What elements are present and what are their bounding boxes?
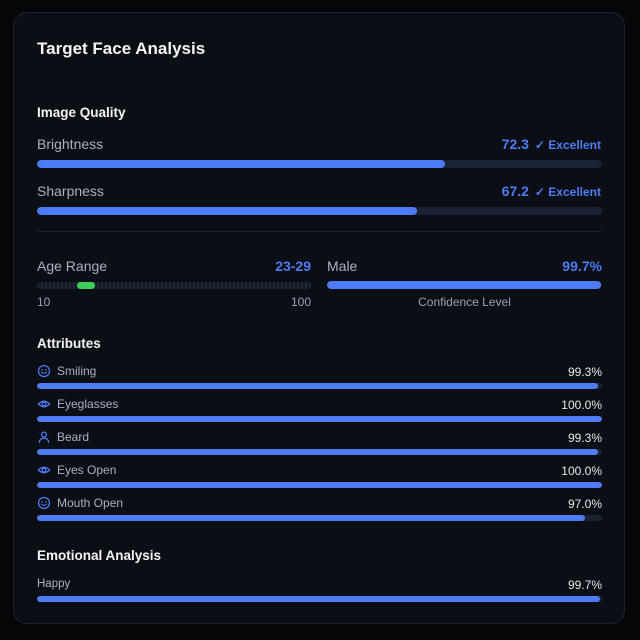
attribute-name: Beard [57, 430, 90, 444]
attributes-heading: Attributes [37, 336, 101, 351]
gender-confidence-value: 99.7% [562, 258, 602, 274]
brightness-bar [37, 160, 602, 168]
emotional-analysis-heading: Emotional Analysis [37, 548, 162, 563]
age-range-value: 23-29 [275, 258, 311, 274]
user-icon [38, 431, 50, 444]
attribute-bar [37, 383, 602, 389]
attribute-label: Smiling [37, 364, 602, 378]
attribute-label: Eyeglasses [37, 397, 602, 411]
sharpness-bar-fill [37, 207, 417, 215]
sharpness-bar [37, 207, 602, 215]
emotion-bar [37, 596, 602, 602]
attribute-row-eyes-open: Eyes Open 100.0% [37, 463, 602, 488]
attribute-label: Beard [37, 430, 602, 444]
attribute-value: 100.0% [561, 398, 602, 412]
attribute-name: Eyeglasses [57, 397, 119, 411]
sharpness-status-badge: ✓ Excellent [534, 185, 601, 199]
attribute-value: 100.0% [561, 464, 602, 478]
image-quality-heading: Image Quality [37, 105, 126, 120]
brightness-status-badge: ✓ Excellent [534, 138, 601, 152]
attribute-name: Smiling [57, 364, 97, 378]
attribute-bar-fill [37, 515, 586, 521]
attribute-label: Eyes Open [37, 463, 602, 477]
smile-icon [37, 496, 51, 510]
attribute-value: 97.0% [567, 497, 602, 511]
card-title: Target Face Analysis [37, 39, 206, 58]
attribute-row-eyeglasses: Eyeglasses 100.0% [37, 397, 602, 422]
attribute-bar-fill [37, 449, 599, 455]
age-range-track [37, 282, 311, 289]
attribute-bar [37, 416, 602, 422]
eye-icon [37, 466, 51, 474]
attribute-label: Mouth Open [37, 496, 602, 510]
attribute-value: 99.3% [567, 365, 602, 379]
attribute-bar [37, 515, 602, 521]
brightness-label: Brightness [37, 136, 104, 152]
attribute-name: Eyes Open [57, 463, 117, 477]
attribute-row-smiling: Smiling 99.3% [37, 364, 602, 389]
attribute-name: Mouth Open [57, 496, 124, 510]
attribute-bar-fill [37, 416, 602, 422]
age-range-marker [76, 282, 95, 289]
analysis-card: Target Face Analysis Image Quality Brigh… [13, 12, 625, 624]
brightness-readout: 72.3 ✓ Excellent [502, 136, 601, 152]
emotion-bar-fill [37, 596, 601, 602]
brightness-value: 72.3 [501, 136, 529, 152]
gender-label: Male [327, 258, 358, 274]
section-divider [37, 231, 602, 232]
sharpness-label: Sharpness [37, 183, 104, 199]
eye-icon [37, 400, 51, 408]
gender-confidence-bar [327, 281, 602, 289]
sharpness-readout: 67.2 ✓ Excellent [502, 183, 601, 199]
age-min-label: 10 [37, 295, 51, 309]
attribute-value: 99.3% [567, 431, 602, 445]
confidence-level-caption: Confidence Level [418, 295, 511, 309]
emotion-value: 99.7% [567, 578, 602, 592]
attribute-bar [37, 482, 602, 488]
age-max-label: 100 [290, 295, 311, 309]
attribute-bar-fill [37, 383, 599, 389]
attribute-bar [37, 449, 602, 455]
gender-confidence-bar-fill [327, 281, 602, 289]
age-range-label: Age Range [37, 258, 108, 274]
attribute-row-beard: Beard 99.3% [37, 430, 602, 455]
emotion-label: Happy [37, 578, 71, 590]
brightness-bar-fill [37, 160, 446, 168]
sharpness-value: 67.2 [501, 183, 529, 199]
attribute-row-mouth-open: Mouth Open 97.0% [37, 496, 602, 521]
smile-icon [37, 364, 51, 378]
attribute-bar-fill [37, 482, 602, 488]
